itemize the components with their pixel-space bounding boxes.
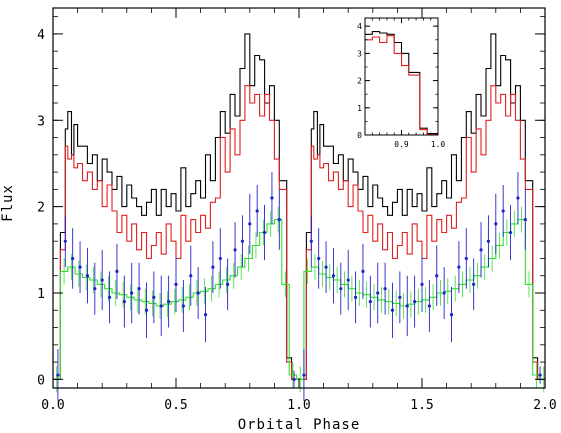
series-green-2	[53, 206, 545, 393]
data-point	[137, 287, 141, 291]
data-point	[324, 265, 328, 269]
data-point	[144, 308, 149, 312]
x-tick-label: 1.0	[287, 398, 310, 413]
data-point	[152, 295, 156, 299]
data-point	[398, 295, 402, 299]
y-tick-label: 2	[357, 77, 362, 86]
data-point	[353, 295, 358, 299]
x-tick-label: 0.9	[394, 140, 409, 149]
series-line	[53, 33, 545, 380]
data-point	[309, 239, 313, 243]
data-point	[196, 291, 200, 295]
data-point	[449, 312, 454, 317]
data-point	[317, 256, 321, 261]
data-point	[100, 278, 104, 282]
data-point	[501, 209, 505, 213]
data-point	[346, 278, 350, 282]
data-point	[405, 304, 409, 308]
data-point	[211, 265, 215, 269]
y-tick-label: 1	[37, 287, 45, 302]
x-tick-label: 1.5	[410, 398, 433, 413]
series-line	[53, 219, 545, 380]
data-point	[122, 300, 126, 304]
data-point	[442, 291, 446, 295]
x-tick-label: 0.0	[41, 398, 64, 413]
data-point	[435, 274, 439, 278]
data-point	[71, 256, 75, 261]
data-point	[508, 230, 513, 235]
data-point	[339, 287, 343, 291]
data-point	[277, 217, 281, 222]
data-point	[255, 209, 259, 213]
y-axis-title: Flux	[0, 184, 16, 222]
data-point	[115, 269, 119, 274]
x-axis-title: Orbital Phase	[238, 417, 361, 433]
inset-plot: 0.9 1.0 0 1 2 3 4	[357, 17, 446, 149]
x-tick-label: 1.0	[431, 140, 446, 149]
data-point	[203, 312, 208, 317]
data-point	[413, 300, 417, 304]
data-point	[331, 274, 336, 278]
data-point	[218, 256, 222, 261]
y-tick-label: 3	[37, 114, 45, 129]
data-point	[457, 265, 461, 269]
data-point	[302, 373, 306, 377]
data-point	[494, 222, 498, 226]
data-point	[240, 239, 245, 243]
x-tick-label: 0.5	[164, 398, 187, 413]
data-point	[486, 239, 491, 243]
inset-background	[365, 18, 438, 135]
data-point	[361, 269, 365, 274]
data-point	[516, 196, 520, 200]
series-line	[365, 35, 438, 136]
data-point	[93, 287, 97, 291]
data-point	[383, 287, 387, 291]
data-point	[472, 282, 476, 286]
data-point	[292, 377, 296, 381]
data-point	[174, 282, 178, 286]
series-red-1	[365, 35, 438, 136]
y-tick-label: 4	[37, 28, 45, 43]
data-point	[85, 274, 90, 278]
data-point	[523, 217, 527, 222]
data-point	[248, 222, 252, 226]
data-point	[538, 373, 542, 377]
data-point	[262, 230, 267, 235]
y-tick-label: 0	[357, 131, 362, 140]
series-black-0	[53, 33, 545, 380]
data-point	[390, 308, 395, 312]
data-point	[479, 248, 483, 252]
data-point	[130, 291, 134, 295]
main-plot: 0.0 0.5 1.0 1.5 2.0 0 1 2 3 4	[37, 7, 557, 413]
data-point	[159, 304, 163, 308]
data-point	[56, 373, 60, 377]
data-point	[189, 274, 193, 278]
data-point	[226, 282, 230, 286]
data-point	[270, 196, 274, 200]
y-tick-label: 0	[37, 373, 45, 388]
data-point	[464, 256, 468, 261]
data-point	[167, 300, 171, 304]
data-point	[368, 300, 372, 304]
data-point	[107, 295, 112, 299]
y-tick-label: 3	[357, 49, 362, 58]
data-point	[63, 239, 67, 243]
data-point	[181, 304, 185, 308]
series-line	[365, 31, 438, 135]
y-tick-label: 2	[37, 201, 45, 216]
data-point	[78, 265, 82, 269]
y-tick-label: 1	[357, 104, 362, 113]
data-point	[376, 291, 380, 295]
data-point	[233, 248, 237, 252]
data-point	[427, 304, 431, 308]
series-black-0	[365, 31, 438, 135]
y-tick-label: 4	[357, 22, 362, 31]
series-blue-3	[56, 172, 542, 401]
x-tick-label: 2.0	[533, 398, 556, 413]
data-point	[420, 282, 424, 286]
